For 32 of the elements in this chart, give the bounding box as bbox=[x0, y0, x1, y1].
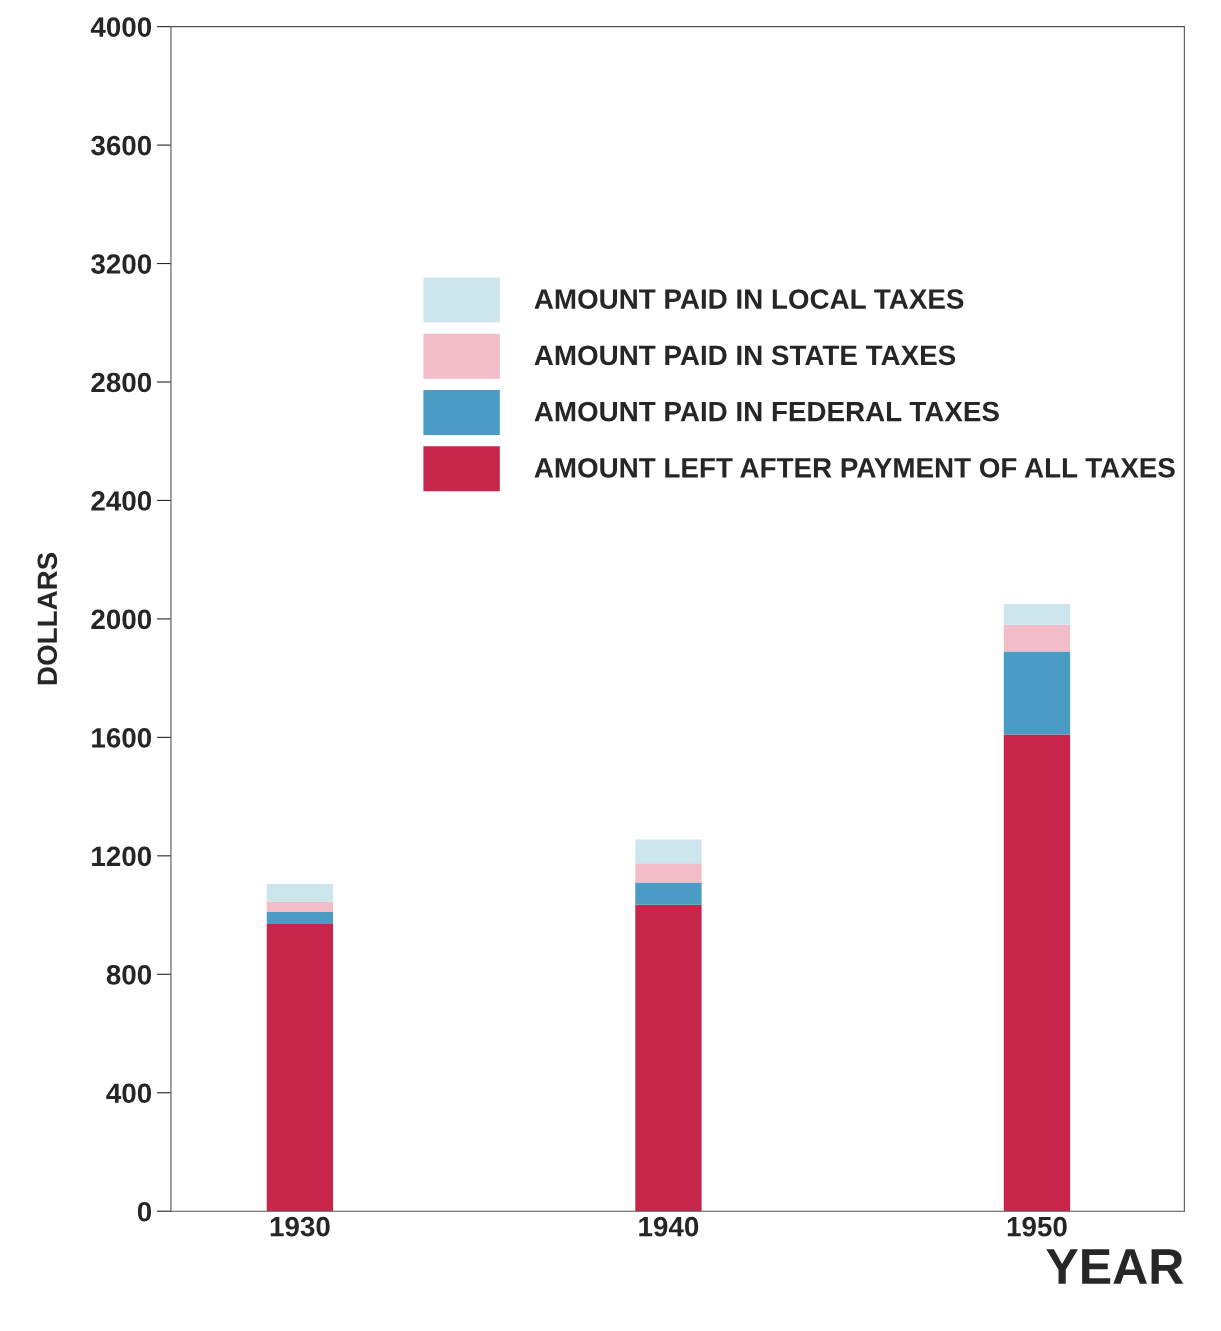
y-tick-label: 400 bbox=[106, 1083, 152, 1104]
legend-label: AMOUNT PAID IN LOCAL TAXES bbox=[534, 289, 964, 309]
y-tick-label: 2800 bbox=[91, 372, 152, 393]
y-tick-label: 1600 bbox=[92, 728, 152, 748]
bar bbox=[635, 904, 702, 1212]
y-tick-label: 2000 bbox=[91, 609, 152, 630]
y-tick-label: 3200 bbox=[91, 254, 152, 274]
bar bbox=[266, 923, 334, 1212]
bar bbox=[635, 863, 702, 883]
bar bbox=[1003, 604, 1071, 625]
y-tick-label: 1200 bbox=[92, 846, 152, 867]
x-tick-label: 1930 bbox=[270, 1216, 330, 1237]
bar bbox=[1003, 651, 1071, 735]
bar bbox=[1003, 734, 1071, 1212]
y-tick-label: 2400 bbox=[91, 491, 152, 511]
bar bbox=[266, 912, 334, 924]
legend-label: AMOUNT PAID IN FEDERAL TAXES bbox=[534, 401, 999, 422]
x-axis-title: YEAR bbox=[1046, 1249, 1184, 1284]
y-tick-label: 3600 bbox=[91, 135, 152, 156]
y-axis-title: DOLLARS bbox=[37, 552, 58, 685]
x-tick-label: 1940 bbox=[639, 1216, 699, 1237]
bar bbox=[266, 883, 334, 902]
legend-label: AMOUNT PAID IN STATE TAXES bbox=[534, 345, 956, 366]
x-tick-label: 1950 bbox=[1007, 1216, 1067, 1237]
bar bbox=[1003, 624, 1071, 652]
bar bbox=[635, 882, 702, 905]
y-tick-label: 4000 bbox=[90, 17, 152, 37]
y-tick-label: 0 bbox=[137, 1201, 152, 1222]
bar bbox=[635, 839, 702, 864]
legend-label: AMOUNT LEFT AFTER PAYMENT OF ALL TAXES bbox=[534, 457, 1175, 478]
y-tick-label: 800 bbox=[106, 964, 152, 985]
bar bbox=[266, 901, 334, 913]
